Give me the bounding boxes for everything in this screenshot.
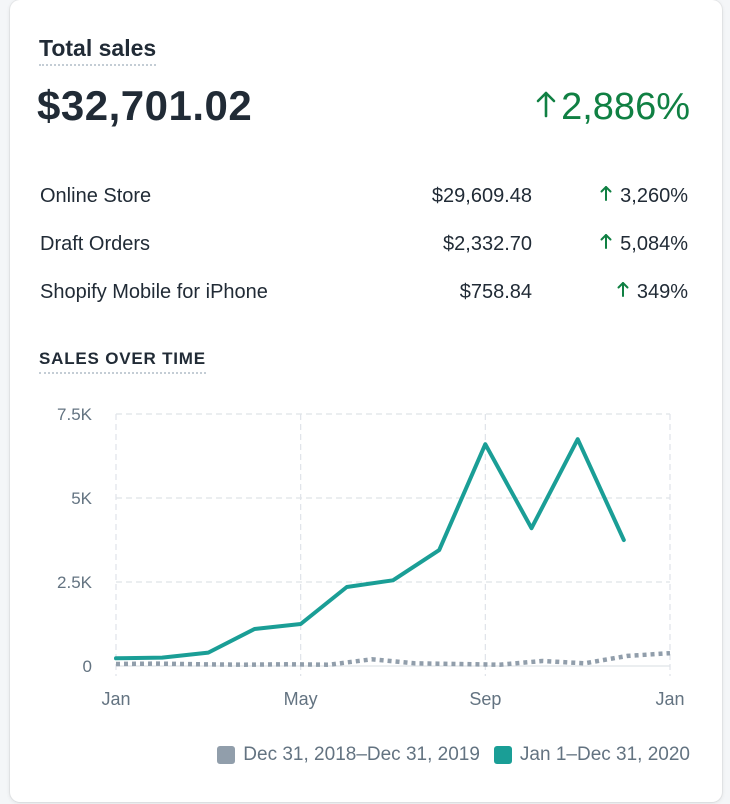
channel-sales: $2,332.70 bbox=[443, 233, 532, 255]
y-tick-label: 5K bbox=[71, 489, 92, 508]
channel-sales: $29,609.48 bbox=[431, 185, 532, 207]
channel-label: Shopify Mobile for iPhone bbox=[40, 281, 268, 303]
x-tick-label: Jan bbox=[101, 689, 130, 709]
channel-change: 349% bbox=[617, 268, 688, 316]
channel-change-value: 5,084% bbox=[620, 233, 688, 255]
sales-over-time-chart[interactable]: 0 2.5K 5K 7.5K Jan May Sep Jan bbox=[10, 390, 722, 730]
total-change-value: 2,886% bbox=[561, 86, 690, 128]
legend-label-previous: Dec 31, 2018–Dec 31, 2019 bbox=[243, 744, 480, 765]
channel-sales: $758.84 bbox=[459, 281, 532, 303]
sales-over-time-title[interactable]: SALES OVER TIME bbox=[39, 348, 206, 374]
arrow-up-icon bbox=[600, 220, 612, 268]
x-tick-label: Sep bbox=[469, 689, 501, 709]
list-item: Draft Orders $2,332.70 5,084% bbox=[40, 220, 688, 268]
channel-change-value: 3,260% bbox=[620, 185, 688, 207]
x-tick-label: Jan bbox=[655, 689, 684, 709]
x-tick-label: May bbox=[284, 689, 318, 709]
chart-legend: Dec 31, 2018–Dec 31, 2019 Jan 1–Dec 31, … bbox=[10, 744, 690, 766]
legend-swatch-previous bbox=[217, 746, 236, 764]
card-title[interactable]: Total sales bbox=[39, 33, 157, 66]
list-item: Shopify Mobile for iPhone $758.84 349% bbox=[40, 268, 688, 316]
legend-label-current: Jan 1–Dec 31, 2020 bbox=[519, 744, 690, 765]
y-tick-label: 7.5K bbox=[57, 405, 93, 424]
list-item: Online Store $29,609.48 3,260% bbox=[40, 172, 688, 220]
series-current-line bbox=[114, 437, 626, 661]
arrow-up-icon bbox=[535, 82, 557, 132]
channel-change: 3,260% bbox=[600, 172, 688, 220]
legend-item-current[interactable]: Jan 1–Dec 31, 2020 bbox=[493, 744, 690, 766]
y-tick-label: 2.5K bbox=[57, 573, 93, 592]
arrow-up-icon bbox=[600, 172, 612, 220]
total-sales-value: $32,701.02 bbox=[37, 82, 253, 129]
legend-item-previous[interactable]: Dec 31, 2018–Dec 31, 2019 bbox=[217, 744, 480, 766]
channel-change: 5,084% bbox=[600, 220, 688, 268]
total-change: 2,886% bbox=[535, 82, 690, 132]
sales-breakdown-list: Online Store $29,609.48 3,260% Draft Ord… bbox=[40, 172, 688, 316]
arrow-up-icon bbox=[617, 268, 629, 316]
channel-label: Draft Orders bbox=[40, 233, 151, 255]
y-tick-label: 0 bbox=[83, 657, 92, 676]
channel-label: Online Store bbox=[40, 185, 152, 207]
total-sales-card: Total sales $32,701.02 2,886% Online Sto… bbox=[10, 0, 722, 802]
channel-change-value: 349% bbox=[636, 281, 688, 303]
legend-swatch-current bbox=[493, 746, 512, 764]
